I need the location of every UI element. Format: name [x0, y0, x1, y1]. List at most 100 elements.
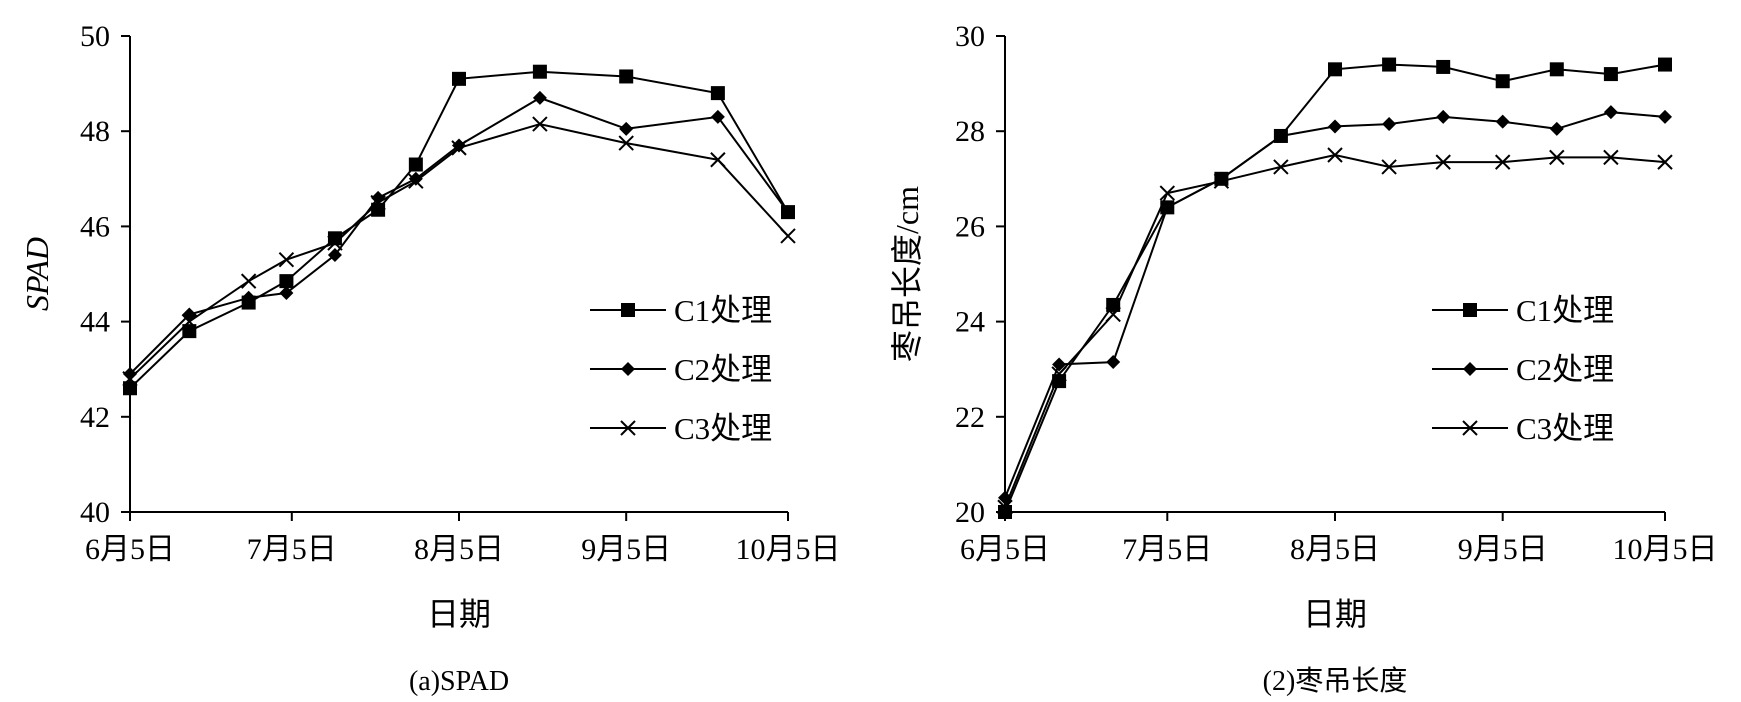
data-point [451, 140, 467, 156]
data-point [1495, 114, 1510, 129]
data-point [1657, 154, 1673, 170]
legend-marker [620, 420, 636, 436]
data-point [452, 71, 466, 86]
legend: C1处理 C2处理 C3处理 [590, 293, 772, 446]
data-point [710, 152, 726, 168]
x-axis-title: 日期 [1303, 596, 1367, 632]
data-point [1603, 67, 1618, 82]
data-point [1213, 173, 1230, 189]
data-point [618, 135, 634, 151]
legend-entry: C2处理 [590, 352, 772, 387]
data-point [1495, 74, 1510, 89]
data-point [240, 273, 257, 289]
series-line [129, 70, 789, 389]
data-point [1381, 159, 1397, 175]
legend-marker [1463, 362, 1477, 376]
series-group [122, 64, 796, 396]
axis-ticks: 40 42 44 46 48 50 6月5日 7月5日 8月5日 9月5日 10月5日 [80, 20, 841, 566]
data-point [327, 235, 343, 251]
data-point [1658, 57, 1672, 72]
data-point [1549, 62, 1564, 77]
data-point [1658, 109, 1672, 124]
legend-marker [621, 362, 635, 376]
data-point [279, 274, 294, 289]
legend-marker [621, 303, 635, 317]
data-point [123, 381, 137, 396]
x-tick-label: 7月5日 [1122, 533, 1212, 566]
series-1 [123, 64, 795, 396]
y-axis-title: 枣吊长度/cm [889, 186, 925, 362]
legend-label: C2处理 [674, 352, 772, 387]
data-point [181, 313, 198, 330]
data-point [327, 231, 342, 246]
data-point [1436, 109, 1451, 124]
legend-label: C3处理 [674, 411, 772, 446]
x-tick-label: 7月5日 [247, 533, 337, 566]
chart-panel-jujube-length: 20 22 24 26 28 30 6月5日 7月5日 8月5日 9月5日 10月5日 C1处理 C2… [889, 20, 1718, 697]
data-point [1382, 57, 1397, 72]
data-point [1159, 185, 1176, 201]
y-tick-label: 24 [955, 306, 985, 339]
data-point [997, 499, 1013, 515]
data-point [532, 90, 547, 105]
y-tick-label: 44 [80, 306, 110, 339]
x-tick-label: 10月5日 [736, 533, 841, 566]
x-tick-label: 6月5日 [960, 533, 1050, 566]
data-point [370, 194, 386, 211]
series-2 [998, 105, 1672, 505]
y-tick-label: 46 [80, 210, 110, 243]
legend-label: C3处理 [1516, 411, 1614, 446]
data-point [1327, 147, 1343, 163]
legend-label: C1处理 [674, 293, 772, 328]
x-tick-label: 8月5日 [1290, 533, 1380, 566]
y-tick-label: 40 [80, 496, 110, 529]
legend-label: C1处理 [1516, 293, 1614, 328]
data-point [619, 121, 634, 136]
legend-entry: C1处理 [1432, 293, 1614, 328]
x-tick-label: 8月5日 [414, 533, 504, 566]
x-tick-label: 10月5日 [1613, 533, 1718, 566]
data-point [241, 290, 256, 305]
legend-marker [1462, 420, 1478, 436]
data-point [532, 64, 547, 79]
data-point [1436, 59, 1451, 74]
data-point [1051, 366, 1067, 382]
data-point [1603, 149, 1619, 166]
data-point [781, 205, 795, 220]
chart-panel-spad: 40 42 44 46 48 50 6月5日 7月5日 8月5日 9月5日 10月5日 C1处理 C2… [19, 20, 841, 697]
axis-ticks: 20 22 24 26 28 30 6月5日 7月5日 8月5日 9月5日 10月5日 [955, 20, 1718, 566]
series-line [1004, 153, 1666, 508]
x-axis-title: 日期 [427, 596, 491, 632]
data-point [408, 173, 424, 189]
series-group [997, 57, 1673, 519]
y-tick-label: 26 [955, 210, 985, 243]
y-tick-label: 22 [955, 401, 985, 434]
data-point [327, 247, 342, 262]
series-line [129, 123, 789, 380]
legend-marker [1463, 303, 1477, 317]
x-tick-label: 6月5日 [85, 533, 175, 566]
x-tick-label: 9月5日 [1458, 533, 1548, 566]
series-3 [122, 116, 796, 387]
y-tick-label: 28 [955, 115, 985, 148]
y-axis-title: SPAD [19, 237, 55, 311]
data-point [1549, 149, 1565, 166]
series-2 [123, 90, 795, 381]
data-point [1106, 355, 1121, 370]
data-point [710, 109, 725, 124]
legend: C1处理 C2处理 C3处理 [1432, 293, 1614, 446]
data-point [452, 138, 466, 153]
data-point [278, 252, 295, 268]
data-point [1603, 105, 1618, 120]
data-point [182, 324, 197, 339]
y-tick-label: 42 [80, 401, 110, 434]
legend-entry: C2处理 [1432, 352, 1614, 387]
y-tick-label: 48 [80, 115, 110, 148]
series-3 [997, 147, 1673, 515]
data-point [279, 286, 294, 301]
legend-entry: C3处理 [1432, 411, 1614, 446]
chart-caption: (2)枣吊长度 [1263, 665, 1408, 697]
data-point [123, 366, 137, 381]
data-point [1549, 121, 1564, 136]
